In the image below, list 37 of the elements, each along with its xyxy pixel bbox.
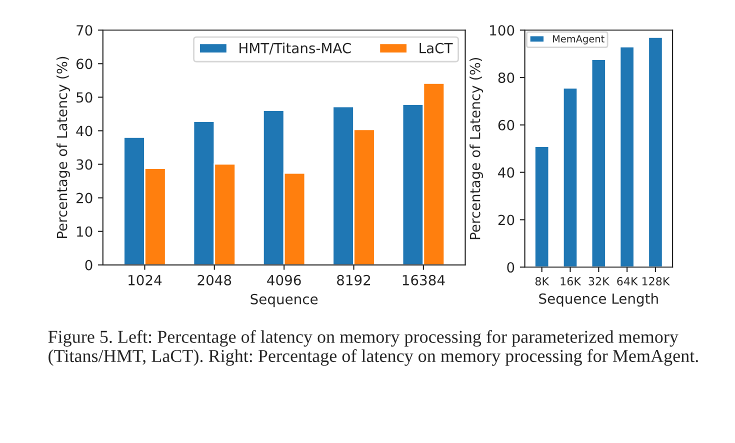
x-tick-label: 32K	[588, 277, 610, 286]
y-tick-label: 20	[76, 192, 92, 204]
legend-label: HMT/Titans-MAC	[240, 42, 351, 54]
x-tick-label: 128K	[642, 277, 670, 286]
y-tick-label: 50	[76, 92, 92, 103]
y-tick-label: 0	[85, 260, 92, 270]
x-tick-label: 4096	[267, 274, 301, 286]
y-axis-title: Percentage of Latency (%)	[56, 56, 70, 238]
y-tick-label: 100	[490, 25, 514, 36]
y-tick-label: 40	[498, 167, 514, 178]
y-tick-label: 60	[498, 120, 514, 130]
bar	[562, 87, 578, 268]
bar	[619, 46, 635, 268]
x-axis-title: Sequence Length	[539, 293, 658, 307]
y-tick-label: 20	[498, 214, 514, 226]
x-tick-label: 2048	[198, 274, 232, 286]
bar	[534, 146, 550, 268]
y-tick-label: 30	[76, 159, 92, 170]
x-tick-label: 8192	[337, 274, 370, 286]
x-tick-label: 16384	[402, 274, 445, 286]
y-axis-title: Percentage of Latency (%)	[470, 58, 483, 240]
x-tick-label: 64K	[617, 277, 638, 286]
x-tick-label: 1024	[128, 274, 162, 286]
y-tick-label: 40	[76, 126, 92, 136]
legend-label: LaCT	[420, 42, 453, 54]
bar	[590, 58, 606, 268]
bar	[648, 36, 664, 268]
x-tick-label: 16K	[560, 277, 582, 286]
y-tick-label: 80	[498, 72, 514, 83]
x-axis-title: Sequence	[250, 294, 318, 308]
caption: Figure 5. Left: Percentage of latency on memory processing for parameterized memory (Titans/HMT, LaCT). Right: Percentage of latency on memory processing for MemAgent.	[48, 330, 698, 366]
x-tick-label: 8K	[535, 277, 550, 286]
y-tick-label: 60	[76, 58, 92, 70]
legend-label: MemAgent	[552, 35, 604, 44]
y-tick-label: 70	[76, 25, 92, 36]
y-tick-label: 10	[77, 226, 92, 237]
y-tick-label: 0	[507, 262, 514, 273]
